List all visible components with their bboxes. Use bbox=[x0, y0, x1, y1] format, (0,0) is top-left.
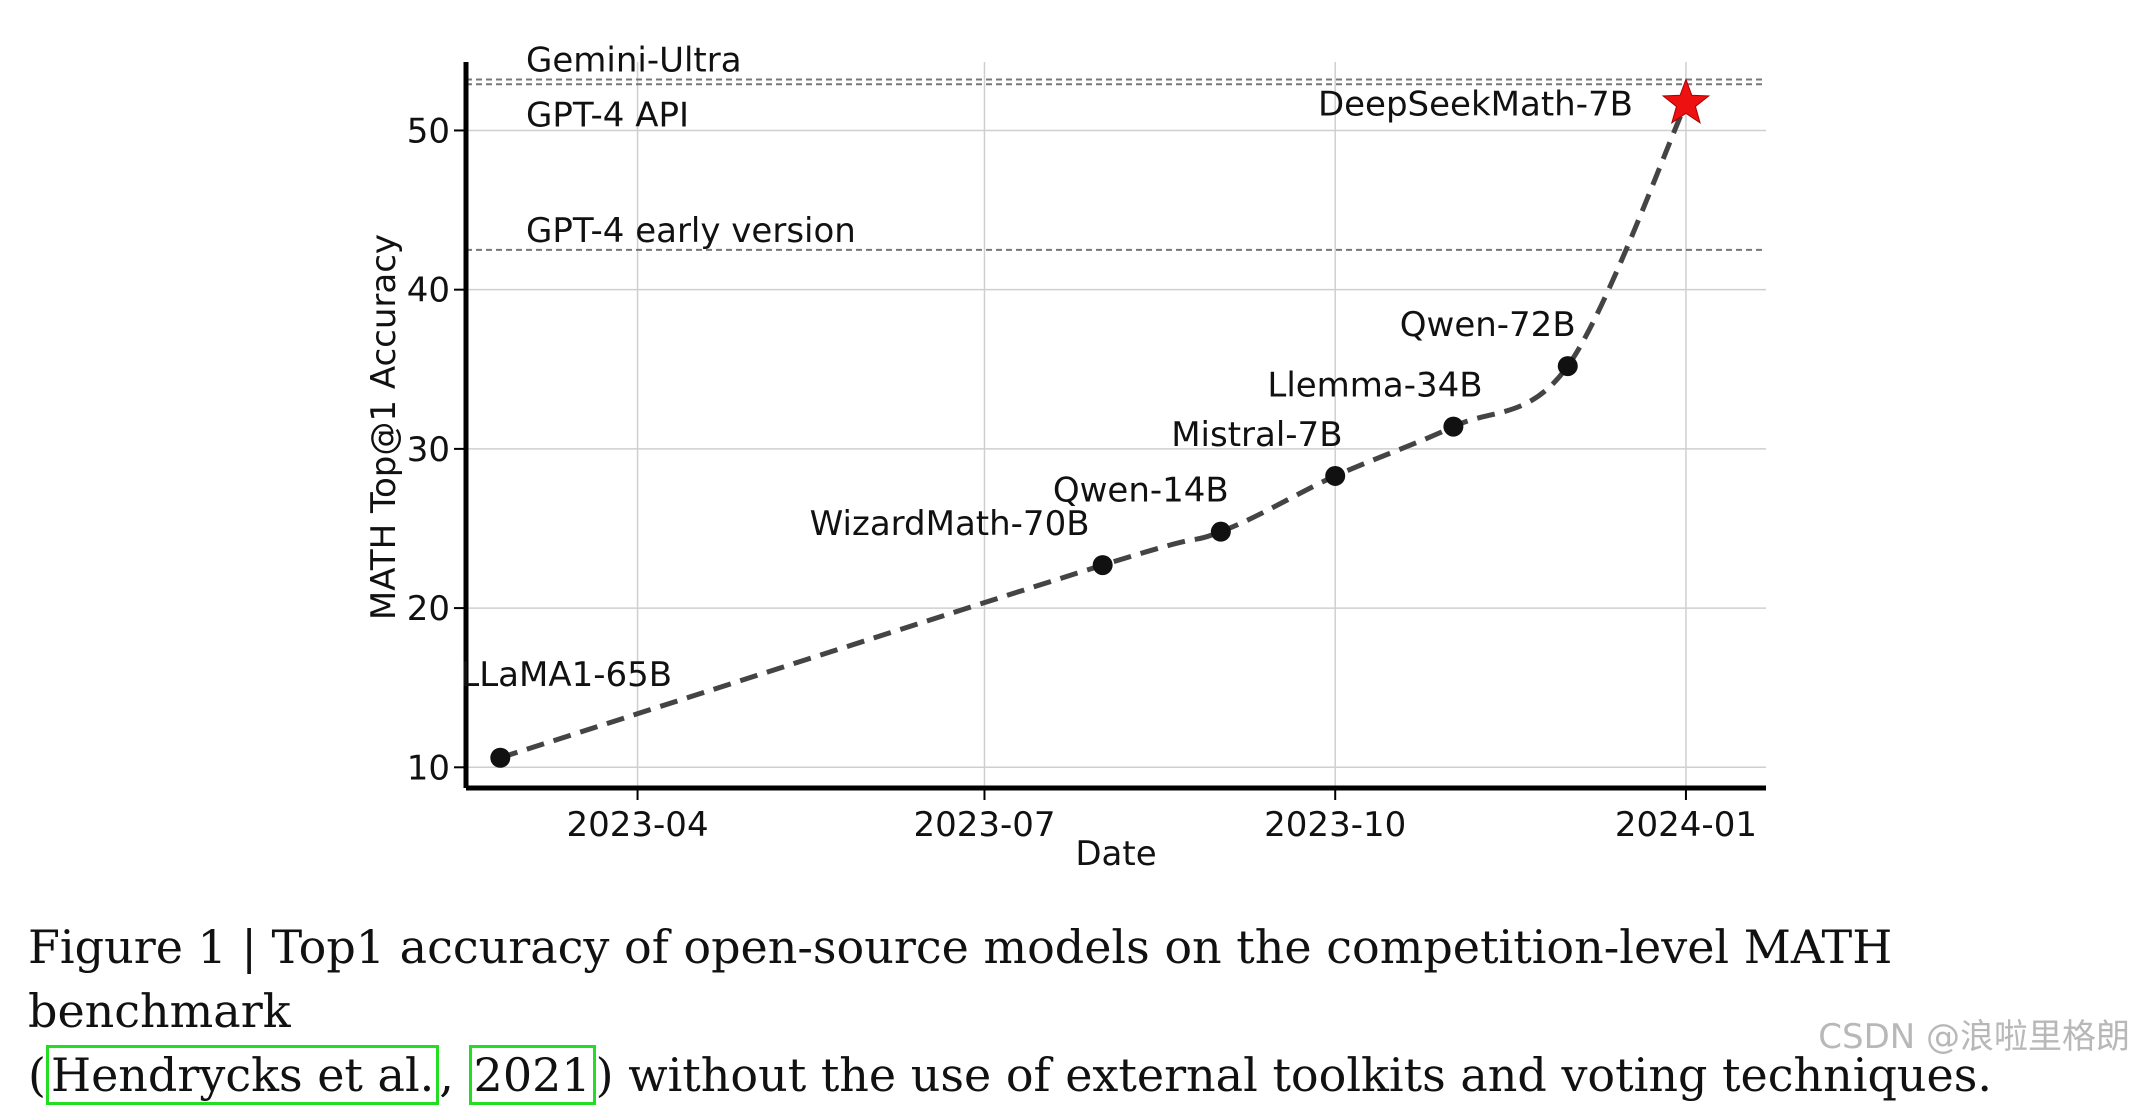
x-tick-label: 2023-04 bbox=[567, 805, 709, 845]
star-marker bbox=[1661, 77, 1711, 124]
data-point bbox=[490, 747, 511, 768]
point-label: Qwen-14B bbox=[1053, 471, 1229, 511]
y-tick-label: 50 bbox=[407, 111, 450, 151]
y-tick-label: 40 bbox=[407, 271, 450, 311]
reference-lines bbox=[466, 78, 1766, 251]
label-layer: Gemini-Ultra GPT-4 API GPT-4 early version… bbox=[460, 41, 1633, 695]
data-point bbox=[1443, 416, 1464, 437]
point-label: Mistral-7B bbox=[1171, 415, 1342, 455]
caption-prefix: Figure 1 | Top1 accuracy of open-source … bbox=[28, 920, 1893, 1038]
series-layer bbox=[490, 77, 1711, 768]
chart: 10 20 30 40 50 2023-04 2023-07 2023-10 2024-01 Da… bbox=[364, 41, 1766, 874]
caption-suffix: ) without the use of external toolkits a… bbox=[595, 1048, 1992, 1102]
data-point bbox=[1092, 555, 1113, 576]
citation-year-link[interactable]: 2021 bbox=[468, 1045, 596, 1105]
point-label: Llemma-34B bbox=[1267, 366, 1482, 406]
y-tick-label: 10 bbox=[407, 748, 450, 788]
data-point bbox=[1210, 521, 1231, 542]
point-label: Qwen-72B bbox=[1400, 305, 1576, 345]
data-point bbox=[1557, 356, 1578, 377]
watermark: CSDN @浪啦里格朗 bbox=[1818, 1017, 2130, 1057]
series-line bbox=[499, 102, 1689, 761]
citation-author-link[interactable]: Hendrycks et al. bbox=[45, 1045, 440, 1105]
point-label: DeepSeekMath-7B bbox=[1318, 84, 1633, 124]
y-axis-title: MATH Top@1 Accuracy bbox=[364, 234, 404, 620]
x-tick-label: 2023-07 bbox=[913, 805, 1055, 845]
y-tick-label: 20 bbox=[407, 589, 450, 629]
x-tick-label: 2023-10 bbox=[1264, 805, 1406, 845]
caption-open-paren: ( bbox=[28, 1048, 46, 1102]
reference-line-label: GPT-4 API bbox=[526, 95, 689, 135]
figure-caption: Figure 1 | Top1 accuracy of open-source … bbox=[28, 915, 2118, 1107]
x-axis-title: Date bbox=[1075, 834, 1156, 874]
data-point bbox=[1325, 465, 1346, 486]
reference-line-label: GPT-4 early version bbox=[526, 211, 856, 251]
axes-layer: 10 20 30 40 50 2023-04 2023-07 2023-10 2024-01 Da… bbox=[364, 62, 1766, 874]
x-tick-label: 2024-01 bbox=[1615, 805, 1757, 845]
point-label: LLaMA1-65B bbox=[460, 655, 672, 695]
point-label: WizardMath-70B bbox=[810, 504, 1090, 544]
y-tick-label: 30 bbox=[407, 430, 450, 470]
grid-layer bbox=[466, 62, 1766, 788]
reference-line-label: Gemini-Ultra bbox=[526, 41, 742, 81]
caption-separator: , bbox=[439, 1048, 454, 1102]
